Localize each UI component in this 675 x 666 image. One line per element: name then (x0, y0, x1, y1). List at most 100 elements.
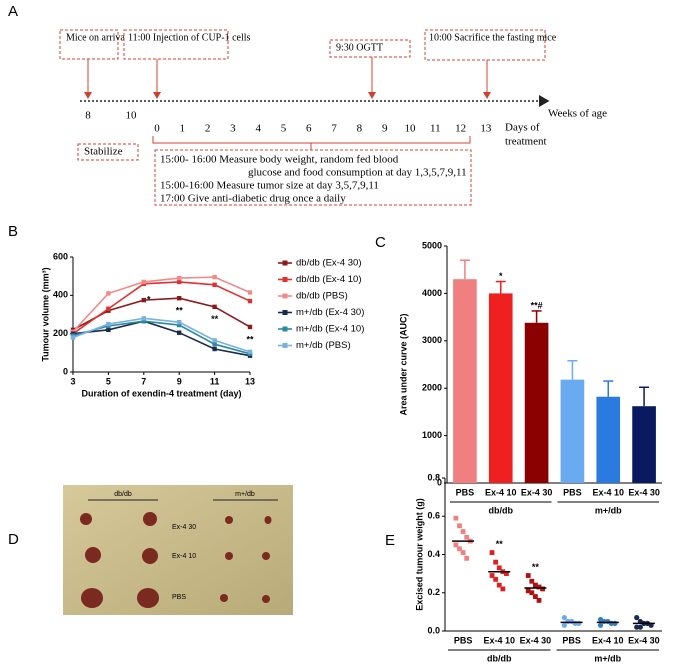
x-tick-label: Ex-4 30 (520, 635, 552, 645)
x-tick-label: PBS (454, 635, 473, 645)
stabilize-box (77, 143, 139, 161)
legend-marker (282, 343, 288, 348)
series-line (72, 320, 251, 357)
note: glucose and food consumption at day 1,3,… (248, 167, 467, 179)
point (637, 624, 643, 630)
point (536, 598, 542, 603)
point (177, 275, 182, 281)
point (634, 624, 640, 630)
day-label: 13 (480, 123, 492, 135)
point (460, 529, 466, 534)
legend-label: db/db (PBS) (296, 291, 348, 302)
x-tick-label: 11 (210, 376, 220, 386)
day-label: 6 (306, 123, 312, 135)
point (247, 324, 253, 330)
bar (524, 322, 549, 483)
day-label: 3 (230, 123, 236, 135)
legend-marker (282, 277, 288, 282)
point (489, 573, 495, 578)
point (177, 322, 182, 328)
x-tick-label: Ex-4 30 (628, 635, 660, 645)
event-text: 10:00 Sacrifice the fasting mice (429, 32, 557, 43)
x-tick-label: 13 (245, 376, 255, 386)
y-axis-label: Excised tumour weight (g) (414, 498, 424, 611)
y-tick-label: 4000 (422, 288, 442, 298)
legend-label: m+/db (Ex-4 30) (296, 307, 364, 318)
row-label: PBS (172, 594, 186, 601)
point (106, 306, 111, 311)
note: 15:00- 16:00 Measure body weight, random… (160, 154, 399, 166)
bar (596, 396, 621, 483)
day-label: 2 (205, 123, 211, 135)
point (561, 615, 567, 621)
legend-marker (282, 260, 288, 266)
x-tick-label: PBS (456, 487, 475, 497)
day-label: 8 (357, 123, 363, 135)
point (106, 321, 111, 327)
series-line (72, 320, 251, 355)
point (529, 578, 535, 584)
point (177, 319, 182, 325)
point (453, 542, 459, 548)
day-label: 11 (430, 123, 441, 135)
point (576, 620, 582, 626)
point (141, 316, 146, 321)
value-label: ** (496, 539, 504, 549)
legend-marker (282, 326, 288, 332)
point (464, 555, 470, 561)
day-label: 9 (382, 123, 388, 135)
point (533, 582, 538, 588)
x-tick-label: Ex-4 30 (628, 487, 660, 497)
week-label: 8 (85, 110, 91, 122)
group-label: db/db (487, 653, 512, 663)
timeline: A Mice on arrival 11:00 Injection of CUP… (8, 3, 607, 206)
bar (560, 379, 585, 483)
x-tick-label: PBS (562, 635, 581, 645)
tumours (80, 512, 272, 608)
x-tick-label: Ex-4 10 (483, 635, 515, 645)
panel-label: B (8, 223, 18, 240)
photo: D db/db m+/db Ex-4 30 Ex-4 10 PBS (8, 485, 293, 615)
x-tick-label: PBS (563, 487, 582, 497)
annotation: ** (176, 306, 184, 316)
point (561, 622, 567, 628)
y-tick-label: 2000 (422, 383, 442, 393)
y-tick-label: 0.8 (427, 472, 440, 482)
x-tick-label: 9 (177, 376, 182, 386)
day-label: 10 (405, 123, 417, 135)
week-label: 10 (126, 110, 138, 122)
note: 15:00-16:00 Measure tumor size at day 3,… (160, 180, 379, 192)
day-label: 1 (180, 123, 186, 135)
note: 17:00 Give anti-diabetic drug once a dai… (160, 193, 346, 205)
y-tick-label: 200 (53, 328, 68, 338)
point (525, 588, 531, 594)
y-axis-label: Tumour volume (mm³) (40, 267, 50, 361)
point (525, 573, 531, 578)
point (141, 297, 146, 303)
day-label: 5 (281, 123, 287, 135)
point (504, 571, 509, 577)
y-tick-label: 0 (437, 477, 442, 487)
point (212, 274, 217, 280)
point (460, 550, 466, 555)
bracket (152, 136, 471, 150)
value-label: ** (532, 562, 540, 572)
point (141, 279, 146, 285)
x-tick-label: Ex-4 10 (485, 487, 517, 497)
y-tick-label: 1000 (422, 430, 442, 440)
legend-marker (282, 293, 288, 299)
y-axis-label: Area under curve (AUC) (398, 313, 408, 415)
axis-label: Days of (505, 122, 540, 134)
point (597, 622, 604, 628)
point (612, 620, 618, 626)
row-label: Ex-4 30 (172, 524, 196, 531)
y-tick-label: 0 (63, 366, 68, 376)
x-axis-label: Duration of exendin-4 treatment (day) (81, 388, 241, 398)
y-tick-label: 0.4 (427, 549, 440, 559)
group-label: m+/db (594, 653, 621, 663)
point (212, 346, 217, 352)
point (212, 342, 217, 347)
bar (488, 293, 513, 483)
point (212, 338, 217, 343)
